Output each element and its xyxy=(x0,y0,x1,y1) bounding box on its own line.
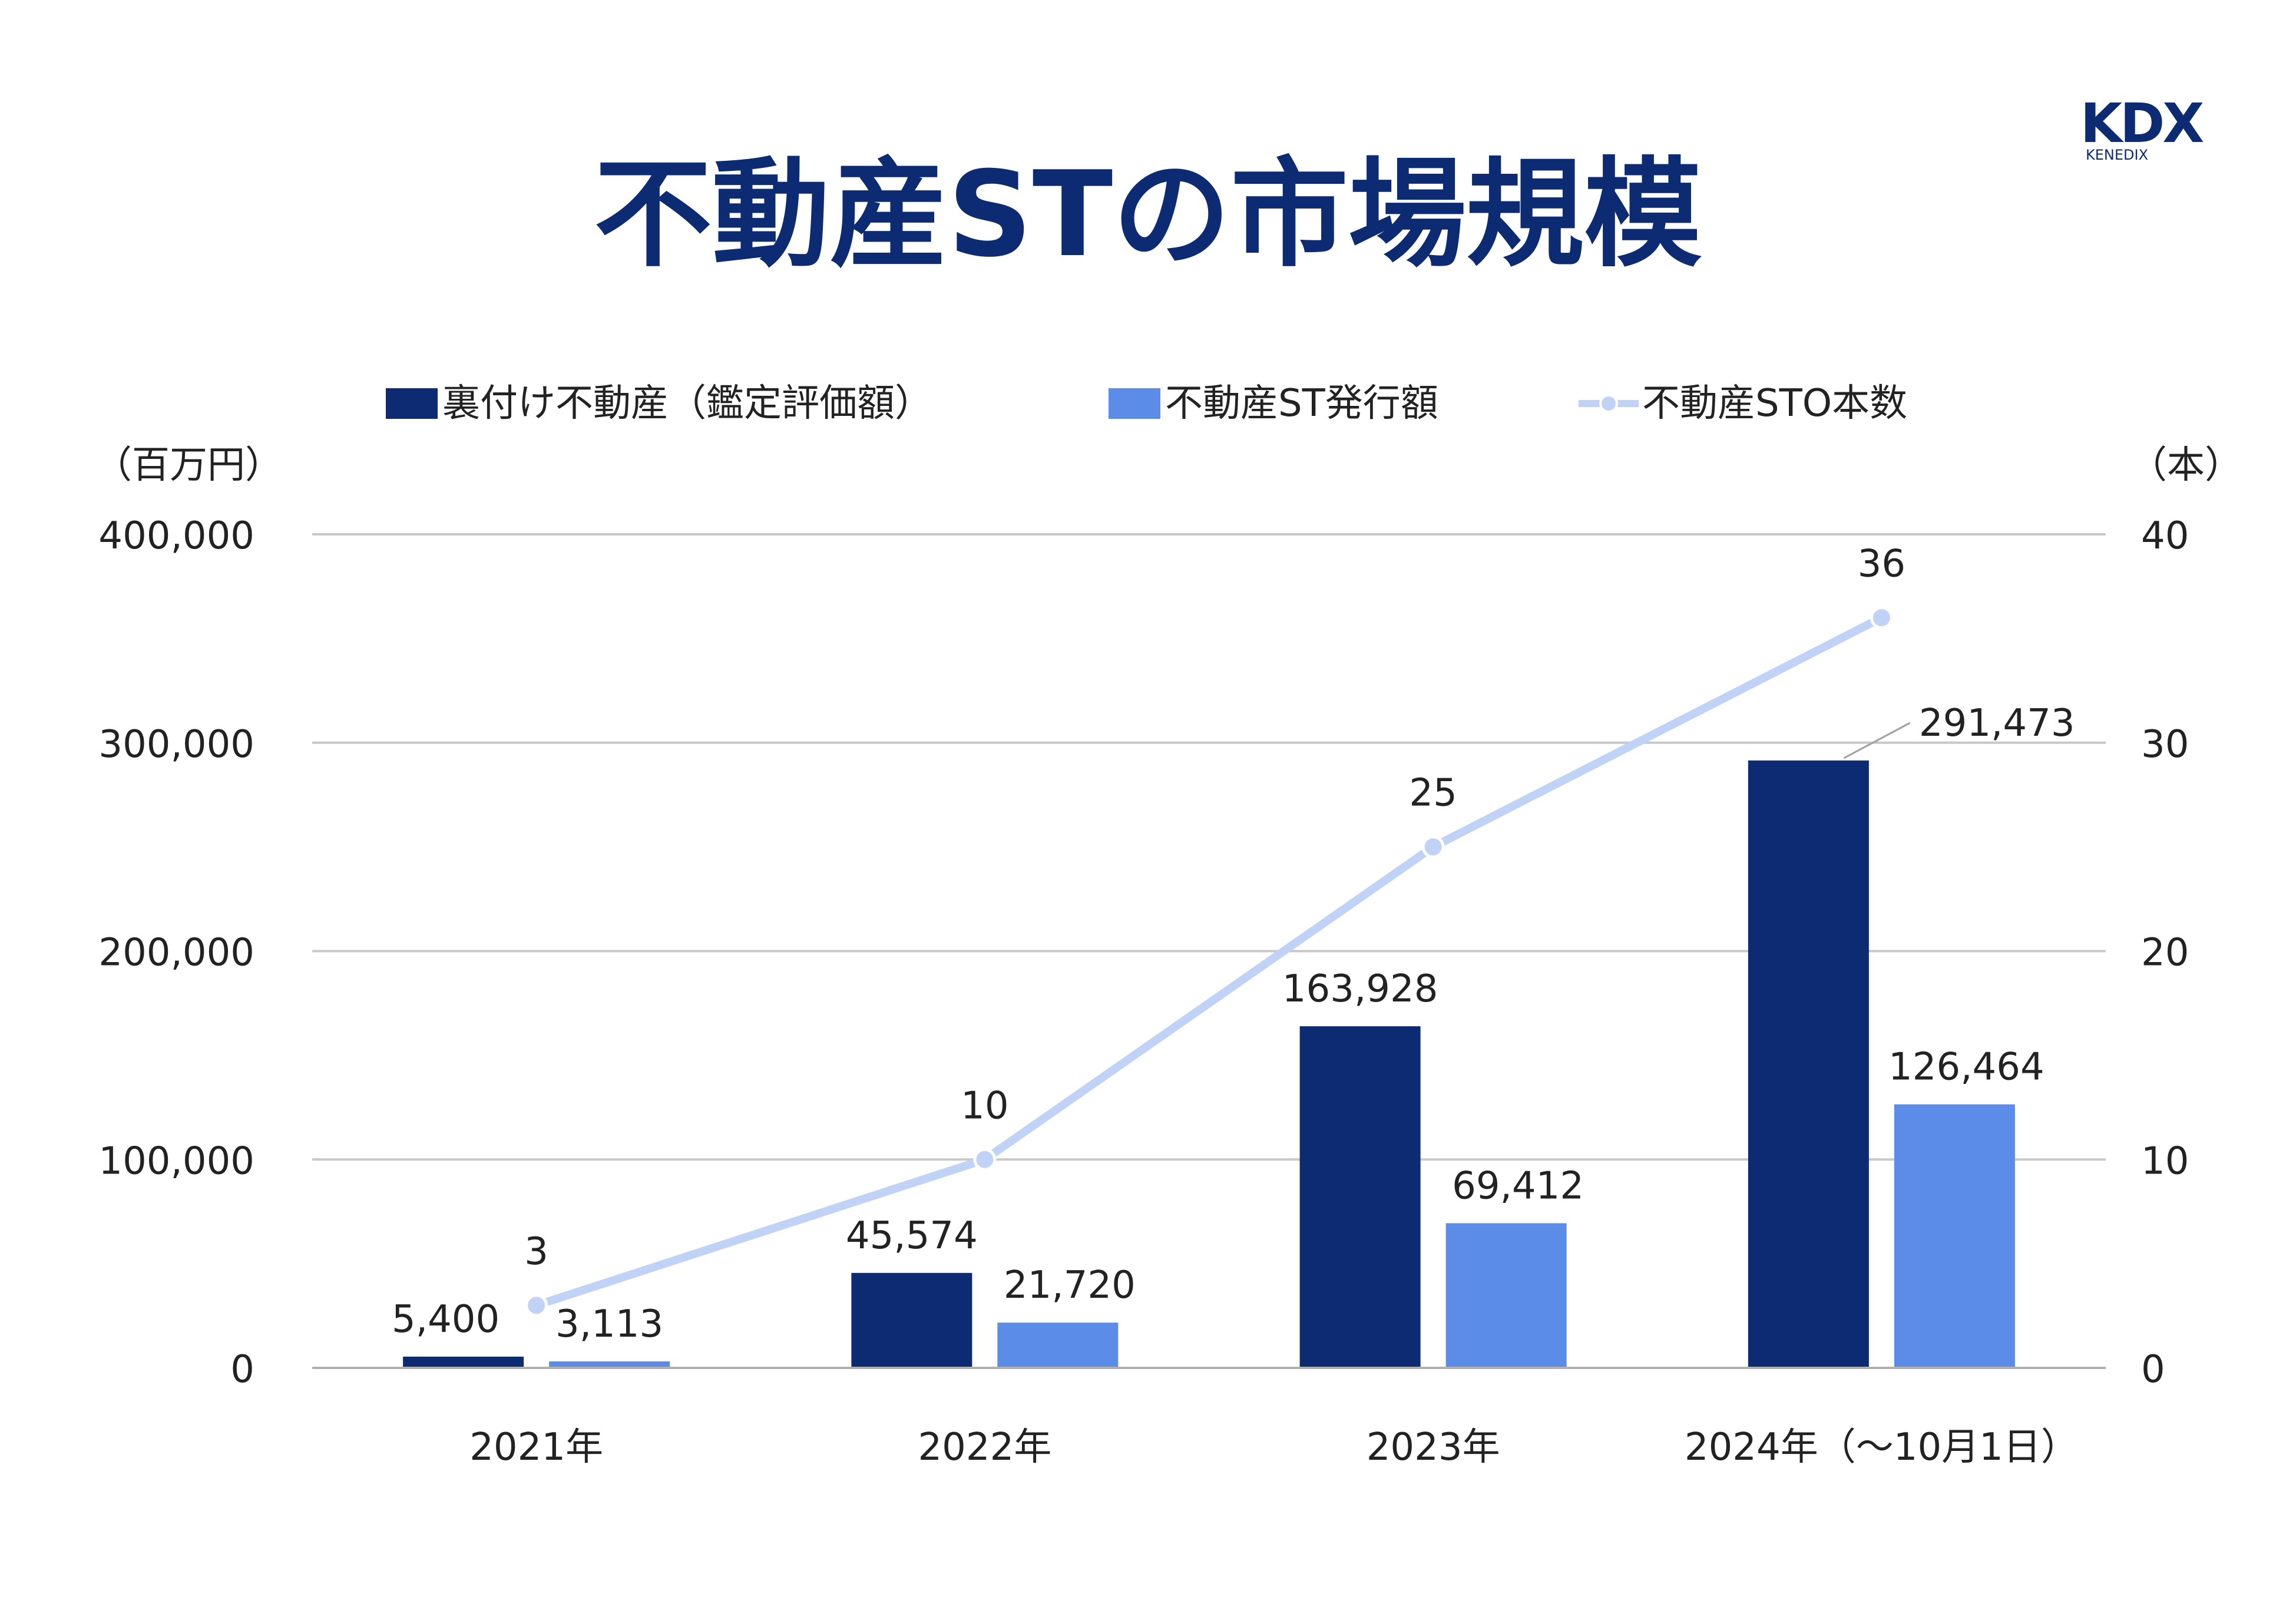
y-right-tick-label: 0 xyxy=(2141,1348,2165,1391)
data-label-issuance: 126,464 xyxy=(1888,1046,2044,1089)
sto-count-point xyxy=(973,1148,997,1171)
data-label-issuance: 3,113 xyxy=(555,1302,663,1346)
y-left-tick-label: 200,000 xyxy=(98,931,254,975)
bar-collateral xyxy=(1748,760,1869,1368)
data-label-issuance: 21,720 xyxy=(1004,1264,1136,1307)
data-label-collateral: 163,928 xyxy=(1282,967,1438,1011)
bar-issuance xyxy=(549,1361,670,1368)
data-label-collateral: 291,473 xyxy=(1919,702,2075,745)
y-right-tick-label: 40 xyxy=(2141,514,2189,558)
legend-label-issuance: 不動産ST発行額 xyxy=(1165,382,1438,425)
data-label-leader xyxy=(1843,722,1911,759)
logo-sub: KENEDIX xyxy=(2086,147,2148,163)
data-label-sto-count: 25 xyxy=(1409,772,1457,815)
data-label-issuance: 69,412 xyxy=(1452,1164,1584,1208)
y-right-tick-label: 10 xyxy=(2141,1139,2189,1183)
bar-issuance xyxy=(1445,1223,1567,1368)
page-title: 不動産STの市場規模 xyxy=(594,146,1702,283)
bar-dark-swatch xyxy=(386,388,438,419)
legend-label-sto-count: 不動産STO本数 xyxy=(1642,382,1908,425)
bar-collateral xyxy=(1299,1026,1421,1368)
x-tick-label: 2021年 xyxy=(469,1426,603,1469)
legend: 裏付け不動産（鑑定評価額） 不動産ST発行額 不動産STO本数 xyxy=(0,377,2296,430)
data-label-collateral: 5,400 xyxy=(392,1298,499,1341)
x-tick-label: 2022年 xyxy=(918,1426,1051,1469)
y-left-tick-label: 100,000 xyxy=(98,1139,254,1183)
sto-count-point xyxy=(1870,606,1893,629)
logo-mark: KDX xyxy=(2080,96,2204,155)
bar-issuance xyxy=(1894,1104,2015,1368)
legend-item-sto-count: 不動産STO本数 xyxy=(1579,377,1907,430)
legend-item-issuance: 不動産ST発行額 xyxy=(1109,377,1438,430)
x-tick-label: 2023年 xyxy=(1367,1426,1500,1469)
y-left-tick-label: 300,000 xyxy=(98,723,254,766)
data-label-collateral: 45,574 xyxy=(846,1214,978,1258)
legend-item-collateral: 裏付け不動産（鑑定評価額） xyxy=(386,377,932,430)
data-label-sto-count: 3 xyxy=(524,1230,548,1274)
left-axis-unit: （百万円） xyxy=(94,444,283,487)
y-right-tick-label: 20 xyxy=(2141,931,2189,975)
bar-light-swatch xyxy=(1109,388,1160,419)
kdx-logo: KDX KENEDIX xyxy=(2080,96,2206,163)
right-axis-unit: （本） xyxy=(2129,444,2242,487)
sto-count-point xyxy=(525,1294,548,1317)
y-left-tick-label: 0 xyxy=(230,1348,254,1391)
data-label-sto-count: 10 xyxy=(961,1084,1008,1128)
x-tick-label: 2024年（～10月1日） xyxy=(1685,1426,2079,1469)
bar-collateral xyxy=(403,1356,524,1368)
line-dot-swatch xyxy=(1579,394,1639,413)
bar-issuance xyxy=(997,1323,1119,1368)
sto-count-point xyxy=(1421,835,1445,859)
bar-collateral xyxy=(851,1272,972,1368)
y-right-tick-label: 30 xyxy=(2141,723,2189,766)
sto-count-line xyxy=(532,613,1886,1310)
data-label-sto-count: 36 xyxy=(1858,543,1905,586)
y-left-tick-label: 400,000 xyxy=(98,514,254,558)
legend-label-collateral: 裏付け不動産（鑑定評価額） xyxy=(442,382,932,425)
